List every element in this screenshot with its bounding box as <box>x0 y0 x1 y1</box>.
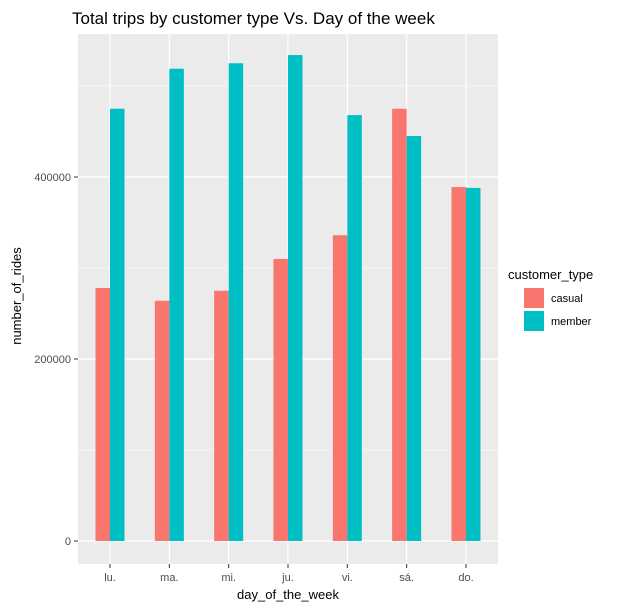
bar-member <box>110 108 125 541</box>
bar-member <box>465 187 481 542</box>
bar-casual <box>214 290 229 541</box>
bar-member <box>169 68 184 542</box>
x-axis-title: day_of_the_week <box>237 587 339 602</box>
bars <box>95 55 481 542</box>
x-tick-label: lu. <box>104 572 116 584</box>
x-axis: lu. ma. mi. ju. vi. sá. do. <box>104 564 474 584</box>
y-tick-label: 400000 <box>34 172 71 184</box>
bar-casual <box>95 288 110 541</box>
y-tick-label: 0 <box>65 536 71 548</box>
y-axis: 0 200000 400000 <box>34 172 78 548</box>
bar-member <box>228 63 244 541</box>
bar-casual <box>273 258 288 541</box>
x-tick-label: do. <box>458 572 473 584</box>
legend-title: customer_type <box>508 267 593 282</box>
bar-casual <box>154 300 170 541</box>
bar-casual <box>392 108 407 541</box>
y-tick-label: 200000 <box>34 354 71 366</box>
x-tick-label: ju. <box>281 572 294 584</box>
legend-label-member: member <box>551 316 592 328</box>
legend: customer_type casual member <box>508 267 593 331</box>
legend-swatch-casual <box>524 288 544 308</box>
x-tick-label: sá. <box>399 572 414 584</box>
legend-label-casual: casual <box>551 293 583 305</box>
y-axis-title: number_of_rides <box>9 247 24 345</box>
legend-swatch-member <box>524 311 544 331</box>
chart-title: Total trips by customer type Vs. Day of … <box>72 9 435 28</box>
bar-member <box>287 55 303 542</box>
bar-member <box>406 136 422 542</box>
bar-casual <box>332 235 348 542</box>
bar-member <box>347 115 362 542</box>
x-tick-label: vi. <box>342 572 353 584</box>
x-tick-label: ma. <box>160 572 178 584</box>
x-tick-label: mi. <box>221 572 236 584</box>
bar-casual <box>451 187 466 541</box>
